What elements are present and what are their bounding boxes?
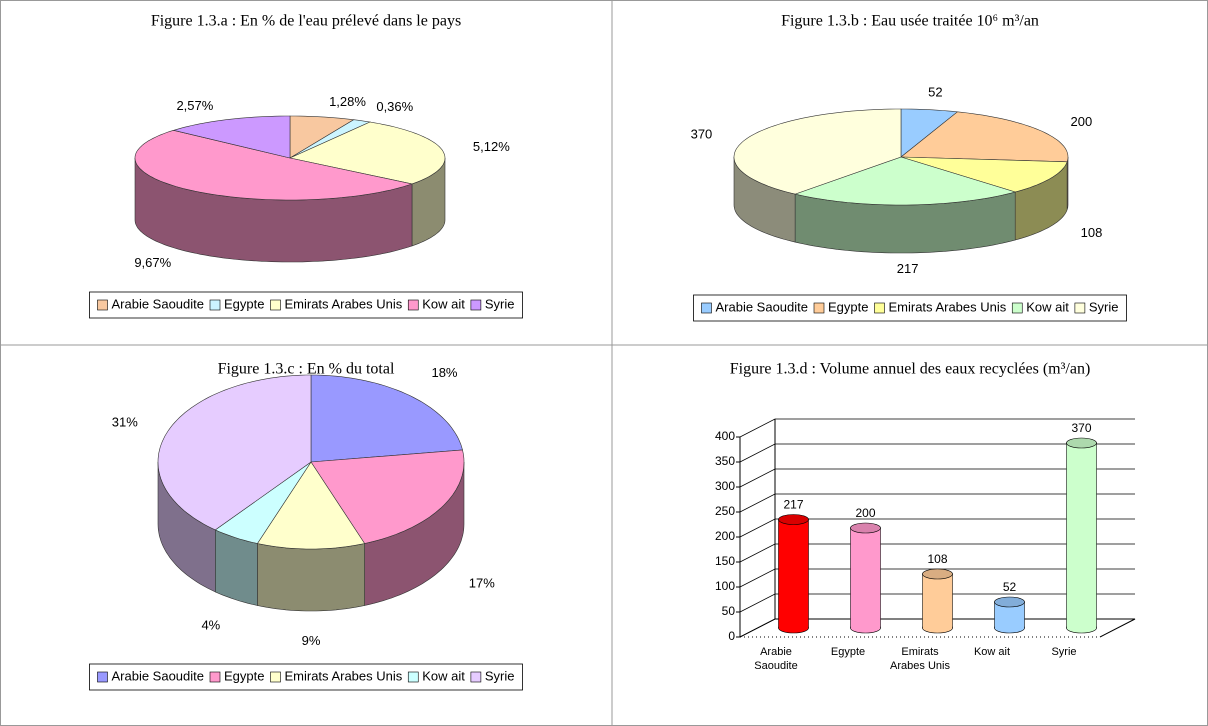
- y-tick-label: 200: [715, 529, 735, 543]
- pie-slice: [256, 461, 366, 550]
- pie-slice: [900, 108, 959, 158]
- pie-slice: [733, 108, 902, 195]
- x-tick-label: Arabie Saoudite: [754, 646, 798, 672]
- y-tick-label: 400: [715, 429, 735, 443]
- data-label: 108: [927, 552, 947, 566]
- pie-slice: [172, 115, 291, 159]
- bar: [922, 574, 953, 628]
- data-label: 217: [897, 261, 919, 276]
- legend-label: Egypte: [224, 668, 264, 683]
- legend-swatch: [1011, 302, 1023, 314]
- data-label: 108: [1081, 225, 1103, 240]
- legend-label: Kow ait: [1026, 299, 1069, 314]
- legend-swatch: [813, 302, 825, 314]
- bar-top: [1066, 437, 1097, 449]
- legend-swatch: [97, 299, 108, 311]
- data-label: 2,57%: [176, 98, 213, 113]
- legend: [89, 291, 523, 319]
- y-tick-label: 350: [715, 454, 735, 468]
- data-label: 200: [1071, 114, 1093, 129]
- legend-swatch: [407, 299, 419, 311]
- legend-swatch: [209, 299, 221, 311]
- data-label: 217: [783, 498, 803, 512]
- legend-swatch: [470, 671, 482, 683]
- legend-label: Arabie Saoudite: [111, 668, 204, 683]
- chart-title: Figure 1.3.c : En % du total: [218, 361, 395, 378]
- legend-swatch: [209, 671, 221, 683]
- x-tick-label: Syrie: [1051, 646, 1077, 658]
- legend-swatch: [97, 671, 108, 683]
- y-tick-label: 300: [715, 479, 735, 493]
- pie-slice: [289, 115, 355, 159]
- y-tick-label: 250: [715, 504, 735, 518]
- data-label: 52: [1003, 580, 1017, 594]
- x-tick-label: Emirats Arabes Unis: [890, 646, 950, 672]
- legend-label: Arabie Saoudite: [111, 296, 204, 311]
- data-label: 4%: [201, 618, 220, 633]
- data-label: 52: [928, 85, 942, 100]
- pie-slice: [794, 156, 1017, 206]
- legend-label: Kow ait: [422, 296, 465, 311]
- legend: [693, 294, 1127, 322]
- legend: [89, 663, 523, 691]
- legend-label: Syrie: [1089, 299, 1119, 314]
- bar: [850, 528, 881, 628]
- pie-slice: [289, 121, 446, 185]
- chart-title: Figure 1.3.b : Eau usée traitée 10⁶ m³/a…: [781, 13, 1039, 30]
- data-label: 1,28%: [329, 94, 366, 109]
- bar-top: [778, 514, 809, 525]
- x-tick-label: Egypte: [830, 646, 866, 658]
- legend-swatch: [270, 299, 281, 311]
- data-label: 370: [1071, 421, 1091, 435]
- data-label: 5,12%: [473, 139, 510, 154]
- legend-swatch: [270, 671, 281, 683]
- legend-label: Emirats Arabes Unis: [888, 299, 1006, 314]
- bar: [1066, 443, 1097, 628]
- data-label: 31%: [112, 414, 138, 429]
- legend-swatch: [874, 302, 885, 314]
- legend-label: Syrie: [485, 296, 515, 311]
- data-label: 200: [855, 506, 875, 520]
- data-label: 9,67%: [134, 255, 171, 270]
- legend-swatch: [1074, 302, 1086, 314]
- pie-slice: [900, 156, 1068, 193]
- y-tick-label: 50: [722, 604, 736, 618]
- legend-swatch: [701, 302, 712, 314]
- legend-label: Emirats Arabes Unis: [284, 668, 402, 683]
- pie-slice: [900, 111, 1069, 163]
- pie-slice: [134, 129, 414, 201]
- chart-title: Figure 1.3.d : Volume annuel des eaux re…: [730, 361, 1091, 378]
- pie-slice: [157, 374, 312, 531]
- pie-slice-side: [257, 543, 365, 612]
- chart-title: Figure 1.3.a : En % de l'eau prélevé dan…: [151, 13, 461, 30]
- legend-label: Kow ait: [422, 668, 465, 683]
- pie-slice: [214, 461, 312, 544]
- legend-swatch: [407, 671, 419, 683]
- legend-label: Arabie Saoudite: [715, 299, 808, 314]
- bar-top: [922, 568, 953, 580]
- bar: [778, 519, 809, 628]
- data-label: 370: [691, 127, 713, 142]
- legend-label: Emirats Arabes Unis: [284, 296, 402, 311]
- legend-label: Egypte: [828, 299, 868, 314]
- data-label: 0,36%: [376, 99, 413, 114]
- bar-top: [994, 596, 1025, 608]
- legend-label: Syrie: [485, 668, 515, 683]
- data-label: 17%: [469, 576, 495, 591]
- pie-slice: [310, 374, 463, 463]
- data-label: 9%: [302, 633, 321, 648]
- x-tick-label: Kow ait: [973, 646, 1011, 658]
- legend-label: Egypte: [224, 296, 264, 311]
- y-tick-label: 0: [728, 629, 735, 643]
- legend-swatch: [470, 299, 482, 311]
- floor-edge: [739, 618, 1136, 638]
- y-tick-label: 150: [715, 554, 735, 568]
- y-tick-label: 100: [715, 579, 735, 593]
- bar-top: [850, 522, 881, 534]
- data-label: 18%: [431, 365, 457, 380]
